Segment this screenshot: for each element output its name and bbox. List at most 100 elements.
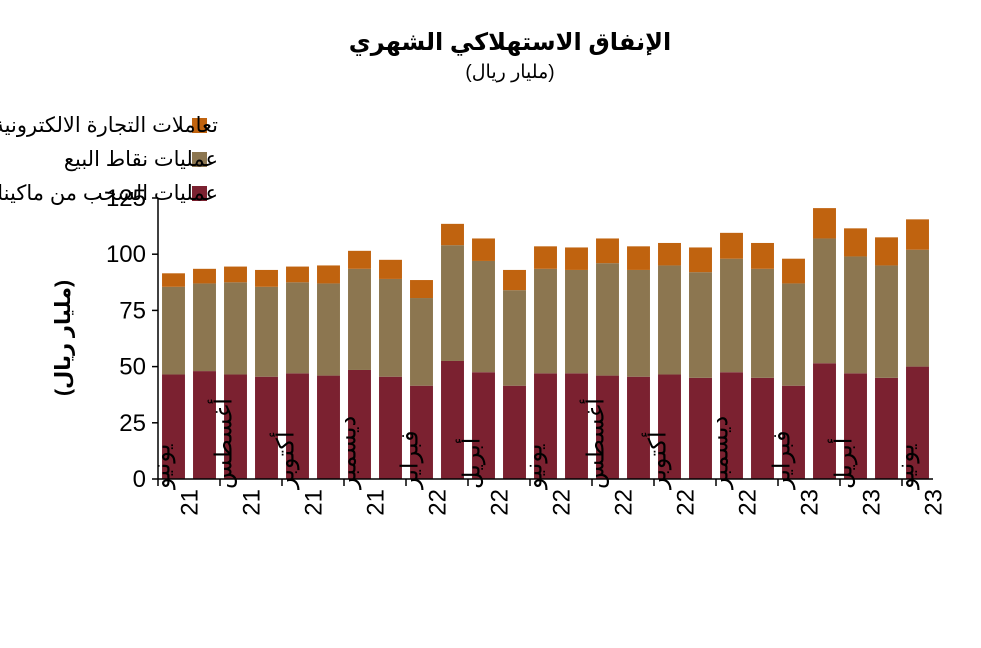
x-tick-month: فبراير — [397, 430, 424, 490]
legend-swatch — [192, 186, 207, 201]
chart-title: الإنفاق الاستهلاكي الشهري — [349, 29, 671, 56]
bar-pos-15 — [627, 269, 650, 377]
bar-ecommerce-6 — [348, 250, 371, 269]
bar-pos-13 — [565, 269, 588, 374]
x-tick-month: يونيو — [893, 444, 920, 490]
bar-atm-11 — [503, 385, 526, 479]
bar-ecommerce-17 — [689, 247, 712, 273]
bar-atm-17 — [689, 377, 712, 479]
bar-atm-6 — [348, 369, 371, 479]
bar-ecommerce-3 — [255, 269, 278, 287]
bar-ecommerce-14 — [596, 238, 619, 264]
x-tick-year: 23 — [797, 489, 824, 516]
x-tick-year: 21 — [239, 489, 266, 516]
x-tick-year: 22 — [487, 489, 514, 516]
bar-pos-8 — [410, 298, 433, 386]
bar-ecommerce-24 — [906, 219, 929, 250]
x-tick-month: أغسطس — [208, 398, 238, 489]
bar-ecommerce-16 — [658, 242, 681, 266]
bar-ecommerce-15 — [627, 246, 650, 270]
bar-atm-19 — [751, 377, 774, 479]
bar-ecommerce-18 — [720, 232, 743, 259]
bar-pos-3 — [255, 286, 278, 377]
bar-atm-18 — [720, 372, 743, 479]
bar-ecommerce-8 — [410, 280, 433, 299]
y-tick-label: 125 — [106, 185, 146, 212]
y-tick-label: 100 — [106, 241, 146, 268]
bar-pos-10 — [472, 260, 495, 373]
bar-ecommerce-21 — [813, 208, 836, 239]
bar-ecommerce-12 — [534, 246, 557, 269]
x-tick-month: يونيو — [521, 444, 548, 490]
x-tick-year: 22 — [673, 489, 700, 516]
bar-pos-23 — [875, 265, 898, 378]
x-tick-month: أغسطس — [580, 398, 610, 489]
bar-pos-7 — [379, 278, 402, 377]
bar-ecommerce-9 — [441, 223, 464, 246]
bar-atm-8 — [410, 385, 433, 479]
bar-atm-7 — [379, 376, 402, 479]
bar-atm-9 — [441, 360, 464, 479]
bar-pos-1 — [193, 283, 216, 372]
x-tick-year: 23 — [921, 489, 948, 516]
bar-ecommerce-0 — [162, 273, 185, 287]
bar-ecommerce-22 — [844, 228, 867, 257]
chart-subtitle: (مليار ريال) — [465, 62, 554, 83]
x-tick-month: ديسمبر — [707, 416, 734, 490]
x-tick-month: يونيو — [149, 444, 176, 490]
bar-ecommerce-2 — [224, 266, 247, 283]
bar-pos-21 — [813, 238, 836, 364]
bar-ecommerce-4 — [286, 266, 309, 283]
bar-ecommerce-10 — [472, 238, 495, 261]
bar-pos-2 — [224, 282, 247, 375]
bar-pos-16 — [658, 265, 681, 375]
x-tick-month: أكتوبر — [642, 431, 672, 490]
bar-atm-14 — [596, 375, 619, 479]
y-axis: 0 25 50 75 100 125 — [106, 185, 159, 493]
y-tick-label: 25 — [119, 410, 146, 437]
bar-ecommerce-7 — [379, 259, 402, 279]
bar-atm-23 — [875, 377, 898, 479]
x-tick-year: 22 — [425, 489, 452, 516]
bar-ecommerce-11 — [503, 269, 526, 291]
y-tick-label: 75 — [119, 297, 146, 324]
bar-pos-4 — [286, 282, 309, 374]
legend-swatch — [192, 118, 207, 133]
bar-atm-13 — [565, 373, 588, 479]
bar-pos-11 — [503, 290, 526, 386]
x-tick-month: أبريل — [456, 438, 486, 489]
bar-atm-24 — [906, 366, 929, 479]
legend: تعاملات التجارة الالكترونية عمليات نقاط ا… — [0, 114, 218, 205]
bar-ecommerce-13 — [565, 247, 588, 270]
bar-pos-14 — [596, 263, 619, 376]
bar-pos-17 — [689, 272, 712, 378]
bar-atm-1 — [193, 371, 216, 479]
x-tick-month: ديسمبر — [335, 416, 362, 490]
legend-label: عمليات السحب من ماكينات الصرف الآلي — [0, 181, 218, 205]
bar-atm-12 — [534, 373, 557, 479]
bar-pos-9 — [441, 245, 464, 361]
bar-pos-18 — [720, 258, 743, 373]
x-tick-month: أبريل — [828, 438, 858, 489]
y-axis-label: (مليار ريال) — [52, 280, 75, 396]
bar-pos-22 — [844, 256, 867, 374]
x-tick-year: 21 — [363, 489, 390, 516]
x-axis: يونيو21أغسطس21أكتوبر21ديسمبر21فبراير22أب… — [149, 398, 948, 516]
x-tick-year: 22 — [549, 489, 576, 516]
bar-ecommerce-20 — [782, 258, 805, 284]
bar-atm-16 — [658, 374, 681, 479]
bar-ecommerce-5 — [317, 265, 340, 284]
bar-atm-5 — [317, 375, 340, 479]
